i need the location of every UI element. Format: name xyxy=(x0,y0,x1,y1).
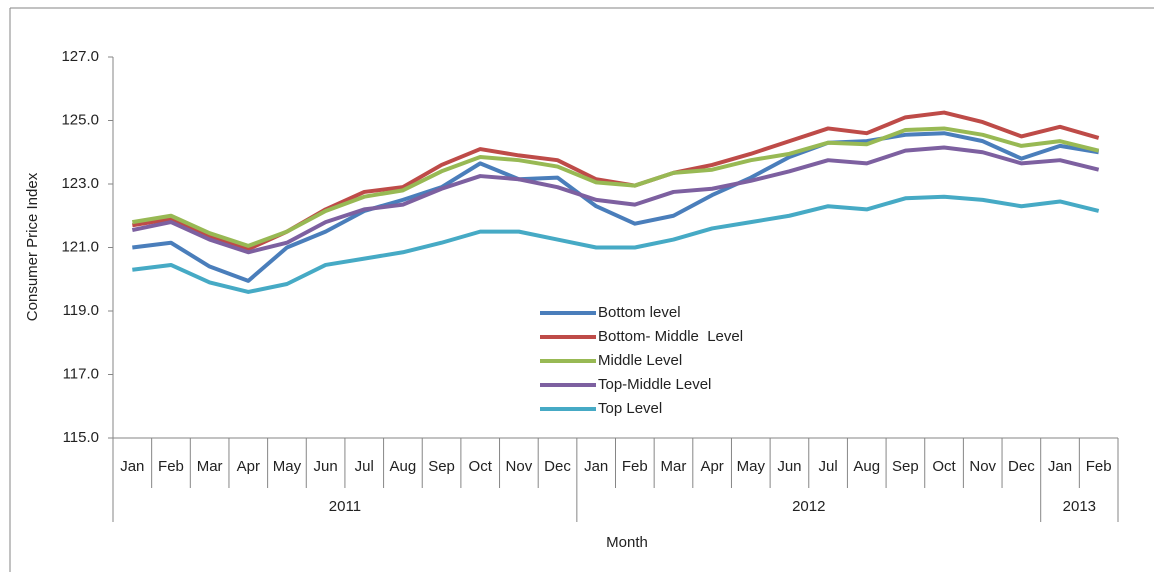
y-tick-label: 123.0 xyxy=(61,175,99,192)
x-tick-label: Oct xyxy=(932,458,956,475)
x-tick-label: Dec xyxy=(544,458,571,475)
x-tick-label: Mar xyxy=(197,458,223,475)
legend-label: Bottom- Middle Level xyxy=(598,328,743,345)
series-line xyxy=(132,110,1100,252)
x-tick-label: Jul xyxy=(355,458,374,475)
x-tick-label: Nov xyxy=(506,458,533,475)
x-tick-label: May xyxy=(737,458,766,475)
x-tick-label: Jan xyxy=(584,458,608,475)
legend-label: Top-Middle Level xyxy=(598,376,711,393)
x-tick-label: May xyxy=(273,458,302,475)
x-tick-label: Apr xyxy=(700,458,723,475)
legend-label: Top Level xyxy=(598,400,662,417)
x-tick-label: Mar xyxy=(661,458,687,475)
x-tick-label: Sep xyxy=(892,458,919,475)
legend-label: Bottom level xyxy=(598,304,681,321)
x-tick-label: Apr xyxy=(237,458,260,475)
x-tick-label: Nov xyxy=(969,458,996,475)
x-tick-label: Aug xyxy=(853,458,880,475)
y-axis-title: Consumer Price Index xyxy=(24,172,41,321)
x-tick-label: Jan xyxy=(1048,458,1072,475)
x-tick-label: Dec xyxy=(1008,458,1035,475)
x-tick-label: Oct xyxy=(469,458,493,475)
y-tick-label: 115.0 xyxy=(63,429,99,446)
series-line xyxy=(132,131,1099,283)
y-tick-label: 117.0 xyxy=(63,365,99,382)
x-tick-label: Sep xyxy=(428,458,455,475)
y-tick-label: 125.0 xyxy=(61,111,99,128)
y-tick-label: 127.0 xyxy=(61,48,99,65)
x-tick-label: Jun xyxy=(777,458,801,475)
x-tick-label: Feb xyxy=(158,458,184,475)
group-label: 2013 xyxy=(1063,498,1096,515)
x-tick-label: Aug xyxy=(390,458,417,475)
group-label: 2011 xyxy=(329,498,361,515)
x-tick-label: Feb xyxy=(622,458,648,475)
series-line xyxy=(132,126,1100,248)
y-tick-label: 121.0 xyxy=(61,238,99,255)
y-tick-label: 119.0 xyxy=(63,302,99,319)
x-axis-title: Month xyxy=(606,534,648,551)
group-label: 2012 xyxy=(792,498,825,515)
series-line xyxy=(131,145,1100,255)
legend-label: Middle Level xyxy=(598,352,682,369)
x-tick-label: Jan xyxy=(120,458,144,475)
x-tick-label: Feb xyxy=(1086,458,1112,475)
x-tick-label: Jul xyxy=(819,458,838,475)
series-line xyxy=(132,194,1100,294)
x-tick-label: Jun xyxy=(314,458,338,475)
